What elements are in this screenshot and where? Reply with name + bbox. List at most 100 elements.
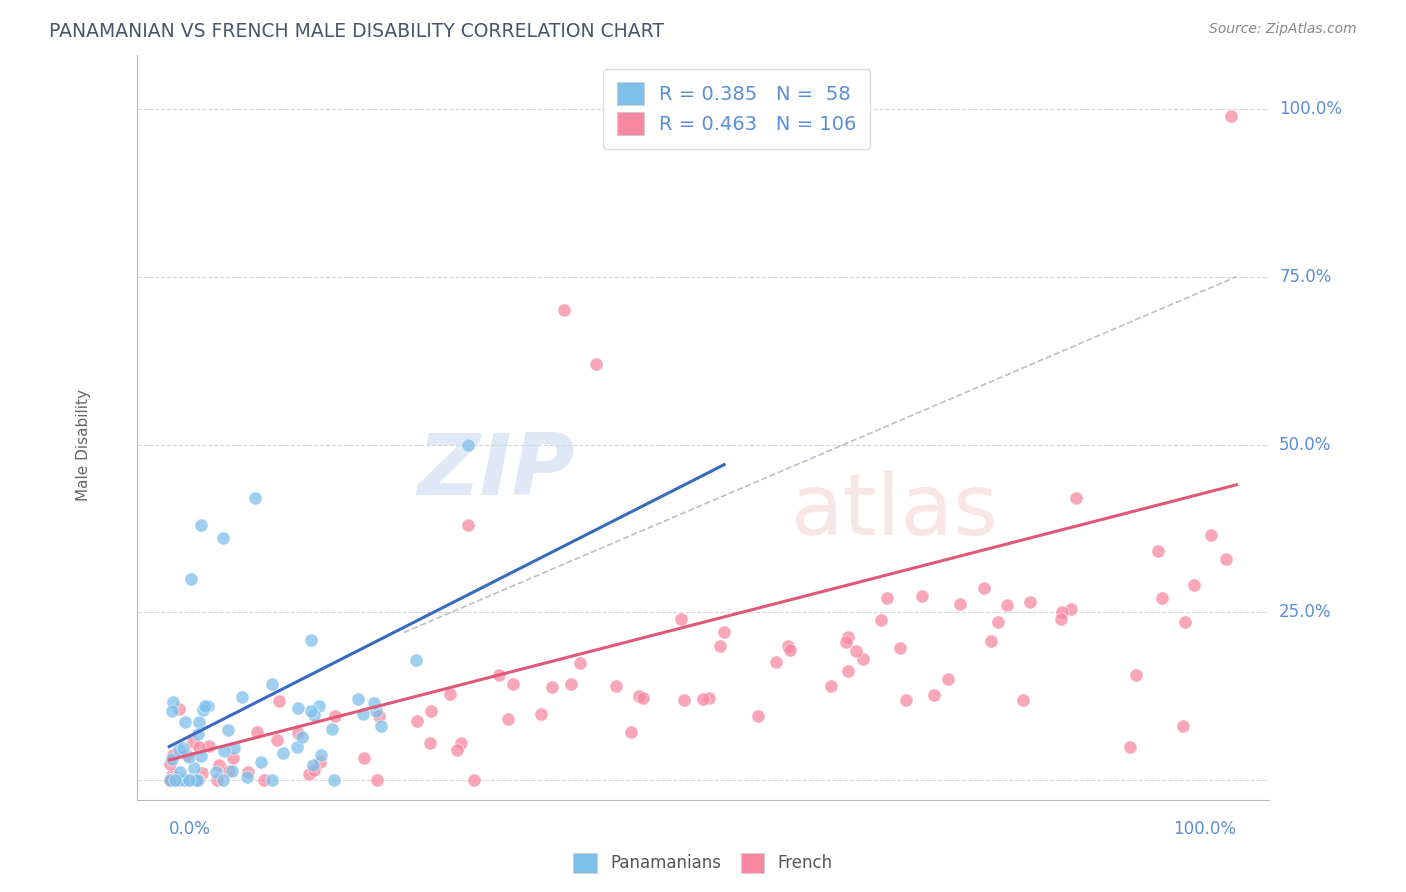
Point	[159, 773, 181, 788]
Point	[321, 722, 343, 736]
Text: 25.0%: 25.0%	[1279, 603, 1331, 622]
Point	[309, 756, 332, 770]
Point	[187, 740, 209, 755]
Point	[778, 639, 800, 653]
Point	[1215, 552, 1237, 566]
Point	[352, 706, 374, 721]
Point	[269, 694, 291, 708]
Point	[183, 760, 205, 774]
Point	[876, 591, 898, 605]
Point	[1119, 739, 1142, 754]
Point	[287, 701, 309, 715]
Point	[159, 773, 181, 788]
Point	[713, 625, 735, 640]
Point	[246, 725, 269, 739]
Point	[1049, 612, 1071, 626]
Point	[169, 773, 191, 788]
Point	[176, 773, 198, 788]
Point	[221, 764, 243, 778]
Point	[190, 748, 212, 763]
Point	[166, 773, 188, 788]
Text: 100.0%: 100.0%	[1279, 100, 1343, 118]
Point	[1171, 719, 1194, 733]
Point	[439, 688, 461, 702]
Point	[236, 770, 259, 784]
Text: 75.0%: 75.0%	[1279, 268, 1331, 285]
Point	[253, 773, 276, 788]
Point	[845, 644, 868, 658]
Point	[820, 679, 842, 693]
Point	[980, 633, 1002, 648]
Point	[187, 773, 209, 788]
Point	[159, 773, 181, 788]
Point	[191, 765, 214, 780]
Point	[457, 437, 479, 451]
Point	[366, 773, 388, 788]
Point	[191, 704, 214, 718]
Point	[212, 744, 235, 758]
Point	[569, 657, 592, 671]
Point	[159, 757, 181, 772]
Point	[405, 653, 427, 667]
Point	[166, 773, 188, 788]
Point	[530, 706, 553, 721]
Point	[273, 746, 295, 760]
Point	[671, 612, 693, 626]
Point	[184, 773, 207, 788]
Text: Male Disability: Male Disability	[76, 389, 91, 500]
Point	[765, 656, 787, 670]
Point	[353, 750, 375, 764]
Point	[308, 699, 330, 714]
Point	[852, 652, 875, 666]
Point	[172, 741, 194, 756]
Point	[162, 748, 184, 763]
Point	[995, 599, 1018, 613]
Point	[231, 690, 253, 705]
Point	[450, 736, 472, 750]
Point	[309, 747, 332, 762]
Point	[194, 698, 217, 713]
Point	[949, 597, 972, 611]
Point	[162, 752, 184, 766]
Point	[709, 639, 731, 653]
Point	[498, 712, 520, 726]
Text: 100.0%: 100.0%	[1174, 821, 1236, 838]
Point	[889, 641, 911, 656]
Point	[160, 773, 183, 788]
Point	[190, 518, 212, 533]
Point	[162, 695, 184, 709]
Point	[1125, 668, 1147, 682]
Point	[222, 741, 245, 756]
Point	[167, 702, 190, 716]
Point	[922, 688, 945, 702]
Point	[186, 773, 208, 788]
Point	[243, 491, 266, 506]
Point	[208, 757, 231, 772]
Point	[1147, 543, 1170, 558]
Point	[176, 748, 198, 763]
Text: 50.0%: 50.0%	[1279, 435, 1331, 453]
Point	[260, 677, 283, 691]
Point	[302, 708, 325, 723]
Point	[222, 751, 245, 765]
Text: 0.0%: 0.0%	[169, 821, 211, 838]
Point	[167, 743, 190, 757]
Point	[672, 693, 695, 707]
Point	[287, 726, 309, 740]
Point	[173, 773, 195, 788]
Text: PANAMANIAN VS FRENCH MALE DISABILITY CORRELATION CHART: PANAMANIAN VS FRENCH MALE DISABILITY COR…	[49, 22, 664, 41]
Point	[419, 736, 441, 750]
Point	[896, 693, 918, 707]
Point	[692, 692, 714, 706]
Point	[837, 631, 859, 645]
Point	[1199, 527, 1222, 541]
Point	[184, 773, 207, 788]
Point	[585, 357, 607, 371]
Point	[1066, 491, 1088, 506]
Point	[541, 680, 564, 694]
Point	[347, 692, 370, 706]
Point	[560, 677, 582, 691]
Point	[169, 764, 191, 779]
Point	[205, 773, 228, 788]
Point	[172, 772, 194, 787]
